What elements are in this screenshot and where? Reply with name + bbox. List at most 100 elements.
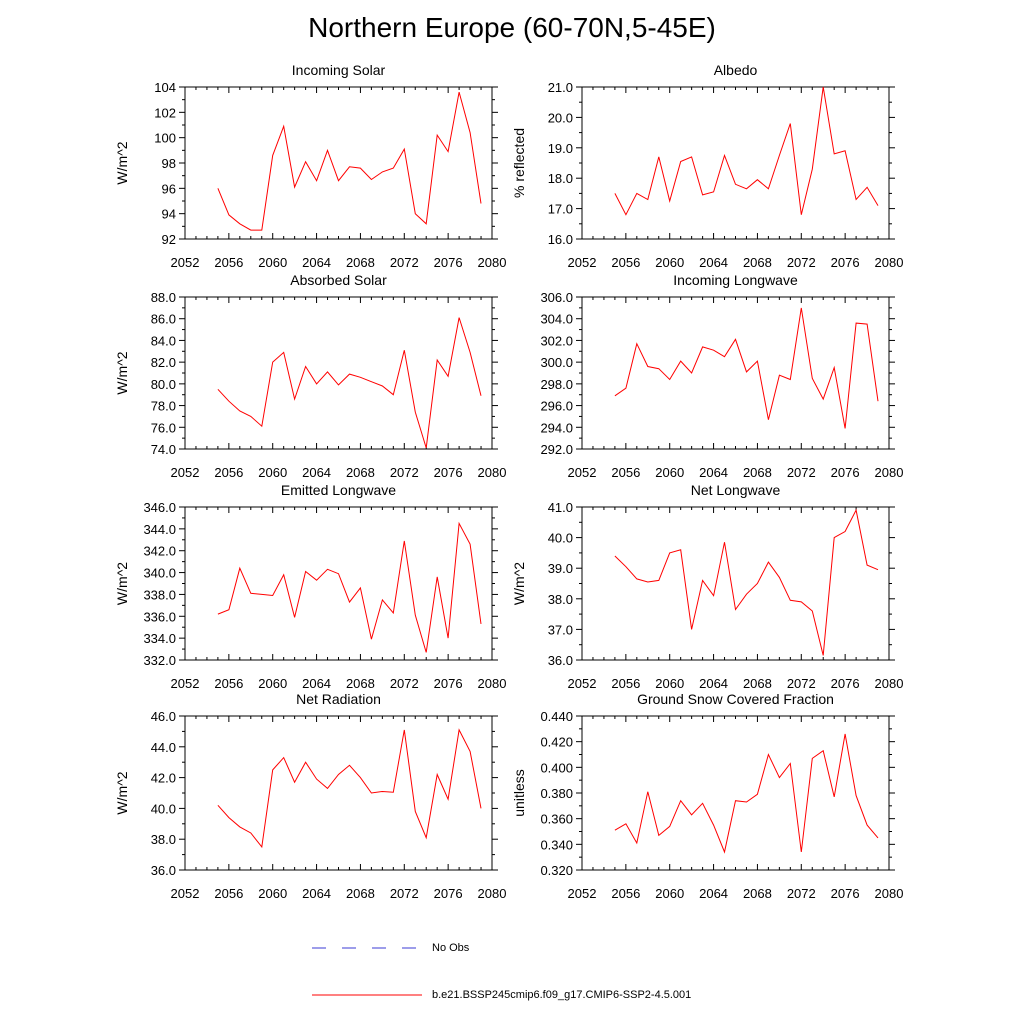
- y-tick-label: 74.0: [151, 442, 176, 457]
- x-tick-label: 2080: [478, 886, 507, 901]
- x-tick-label: 2056: [611, 676, 640, 691]
- y-tick-label: 36.0: [548, 653, 573, 668]
- plot-frame: [581, 506, 890, 661]
- x-tick-label: 2072: [390, 255, 419, 270]
- y-tick-label: 294.0: [540, 420, 573, 435]
- x-tick-label: 2076: [434, 676, 463, 691]
- panel-title: Incoming Longwave: [673, 272, 798, 288]
- x-tick-label: 2076: [831, 465, 860, 480]
- legend-obs-label: No Obs: [432, 942, 470, 954]
- x-tick-label: 2056: [214, 676, 243, 691]
- x-tick-label: 2072: [787, 886, 816, 901]
- y-tick-label: 40.0: [548, 531, 573, 546]
- chart-panel-7: 2052 2056 2060 2064 2068 2072 2076 2080 36.0 38.0…: [114, 691, 506, 901]
- plot-frame: [184, 715, 493, 871]
- x-tick-label: 2068: [346, 465, 375, 480]
- panel-title: Net Longwave: [691, 482, 781, 498]
- x-tick-label: 2064: [699, 465, 728, 480]
- y-tick-label: 76.0: [151, 420, 176, 435]
- y-tick-label: 300.0: [540, 355, 573, 370]
- x-tick-label: 2068: [346, 255, 375, 270]
- y-tick-label: 102: [154, 105, 176, 120]
- x-tick-label: 2068: [743, 676, 772, 691]
- x-tick-label: 2056: [214, 886, 243, 901]
- x-tick-label: 2080: [875, 465, 904, 480]
- y-tick-label: 0.440: [540, 709, 573, 724]
- y-tick-label: 17.0: [548, 202, 573, 217]
- x-tick-label: 2076: [434, 465, 463, 480]
- x-tick-label: 2072: [390, 676, 419, 691]
- y-tick-label: 0.380: [540, 786, 573, 801]
- x-tick-label: 2052: [171, 676, 200, 691]
- x-tick-label: 2072: [390, 886, 419, 901]
- x-tick-label: 2060: [655, 886, 684, 901]
- x-tick-label: 2060: [655, 465, 684, 480]
- x-tick-label: 2052: [568, 676, 597, 691]
- series-line-1: [614, 307, 879, 429]
- chart-panel-8: 2052 2056 2060 2064 2068 2072 2076 2080 0.320 0.3…: [511, 691, 903, 901]
- x-tick-label: 2080: [478, 255, 507, 270]
- panel-title: Ground Snow Covered Fraction: [637, 691, 834, 707]
- y-tick-label: 38.0: [548, 592, 573, 607]
- x-tick-label: 2052: [568, 886, 597, 901]
- series-line-1: [217, 521, 482, 653]
- y-tick-label: 94: [162, 207, 176, 222]
- y-tick-label: 78.0: [151, 399, 176, 414]
- y-tick-label: 100: [154, 131, 176, 146]
- series-line-1: [217, 91, 482, 231]
- y-tick-label: 21.0: [548, 80, 573, 95]
- x-tick-label: 2080: [875, 676, 904, 691]
- x-tick-label: 2072: [787, 255, 816, 270]
- series-line-1: [614, 733, 879, 854]
- plot-frame: [581, 715, 890, 871]
- x-tick-label: 2076: [831, 676, 860, 691]
- y-axis-label: unitless: [511, 769, 527, 816]
- y-axis-label: W/m^2: [114, 771, 130, 814]
- y-tick-label: 18.0: [548, 171, 573, 186]
- series-line-1: [614, 86, 879, 216]
- x-tick-label: 2080: [875, 886, 904, 901]
- y-tick-label: 298.0: [540, 377, 573, 392]
- y-tick-label: 96: [162, 181, 176, 196]
- y-tick-label: 80.0: [151, 377, 176, 392]
- y-tick-label: 334.0: [143, 631, 176, 646]
- y-tick-label: 39.0: [548, 561, 573, 576]
- y-tick-label: 292.0: [540, 442, 573, 457]
- panel-title: Net Radiation: [296, 691, 381, 707]
- plot-frame: [581, 296, 890, 450]
- y-tick-label: 37.0: [548, 622, 573, 637]
- x-tick-label: 2052: [171, 465, 200, 480]
- x-tick-label: 2068: [743, 886, 772, 901]
- x-tick-label: 2060: [655, 676, 684, 691]
- legend-obs-swatch: [312, 947, 420, 949]
- panel-title: Incoming Solar: [292, 62, 386, 78]
- x-tick-label: 2052: [568, 465, 597, 480]
- y-tick-label: 306.0: [540, 290, 573, 305]
- chart-panel-4: 2052 2056 2060 2064 2068 2072 2076 2080 292.0 294…: [540, 272, 903, 480]
- x-tick-label: 2064: [699, 676, 728, 691]
- x-tick-label: 2056: [611, 465, 640, 480]
- y-tick-label: 342.0: [143, 544, 176, 559]
- x-tick-label: 2076: [831, 255, 860, 270]
- x-tick-label: 2068: [743, 255, 772, 270]
- y-tick-label: 40.0: [151, 801, 176, 816]
- y-axis-label: W/m^2: [114, 351, 130, 394]
- x-tick-label: 2076: [434, 255, 463, 270]
- x-tick-label: 2060: [258, 676, 287, 691]
- x-tick-label: 2060: [258, 886, 287, 901]
- panel-title: Absorbed Solar: [290, 272, 387, 288]
- x-tick-label: 2060: [258, 255, 287, 270]
- y-tick-label: 296.0: [540, 399, 573, 414]
- y-tick-label: 44.0: [151, 740, 176, 755]
- x-tick-label: 2076: [831, 886, 860, 901]
- x-tick-label: 2068: [346, 676, 375, 691]
- panel-title: Emitted Longwave: [281, 482, 396, 498]
- x-tick-label: 2072: [390, 465, 419, 480]
- y-tick-label: 344.0: [143, 522, 176, 537]
- y-tick-label: 0.360: [540, 812, 573, 827]
- y-tick-label: 0.400: [540, 760, 573, 775]
- y-tick-label: 98: [162, 156, 176, 171]
- chart-panel-5: 2052 2056 2060 2064 2068 2072 2076 2080 332.0 334…: [114, 482, 506, 691]
- x-tick-label: 2076: [434, 886, 463, 901]
- y-tick-label: 41.0: [548, 500, 573, 515]
